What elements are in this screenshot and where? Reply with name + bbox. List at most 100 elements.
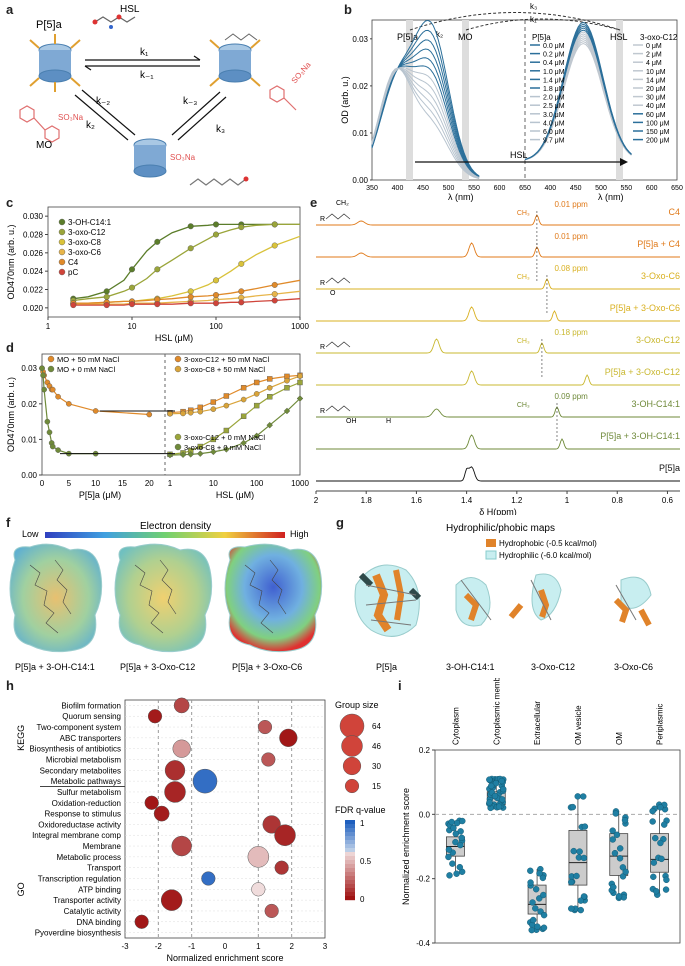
c-data-point xyxy=(212,300,219,307)
i-data-point xyxy=(568,905,575,912)
d-data-point xyxy=(210,436,217,443)
c-data-point xyxy=(238,224,245,231)
h-colorbar-segment xyxy=(345,824,355,829)
c-data-point xyxy=(271,242,278,249)
d-data-point xyxy=(240,439,247,447)
panel-label-f: f xyxy=(6,515,11,530)
i-data-point xyxy=(540,891,547,899)
d-ytick-label: 0.01 xyxy=(21,435,37,444)
d-data-point xyxy=(267,394,273,400)
c-xtick-label: 100 xyxy=(209,322,223,331)
b-ylabel: OD (arb. u.) xyxy=(340,76,350,124)
h-category-label: Transporter activity xyxy=(53,896,121,905)
b-legend-left-label: 1.8 μM xyxy=(543,86,565,93)
f-high: High xyxy=(290,529,309,539)
mo-right-so3na: SO₃Na xyxy=(290,60,313,85)
d-legend-label: 3-oxo-C12 + 50 mM NaCl xyxy=(184,355,270,364)
h-category-label: Transcription regulation xyxy=(38,875,121,884)
h-group-go: GO xyxy=(16,882,26,896)
i-data-point xyxy=(499,796,506,803)
c-legend-label: 3-oxo-C6 xyxy=(68,248,101,257)
h-size-legend-label: 30 xyxy=(372,762,381,771)
b-legend-left-title: P[5]a xyxy=(532,33,551,42)
b-legend-right-label: 10 μM xyxy=(646,69,666,76)
i-data-point xyxy=(536,870,543,877)
b-spectra-curves xyxy=(371,19,632,180)
i-data-point xyxy=(580,793,587,800)
i-data-point xyxy=(530,916,537,924)
h-xtick-label: 0 xyxy=(223,942,228,951)
mo-molecule xyxy=(19,105,60,143)
h-colorbar-segment xyxy=(345,888,355,893)
panel-label-d: d xyxy=(6,340,14,355)
b-marker-mo: MO xyxy=(458,32,473,42)
h-bubble xyxy=(251,882,266,897)
h-category-label: Biosynthesis of antibiotics xyxy=(29,745,121,754)
panel-label-a: a xyxy=(6,2,14,17)
c-data-point xyxy=(212,231,219,238)
i-data-point xyxy=(612,810,620,817)
d-xtick-right: 10 xyxy=(209,479,218,488)
i-data-point xyxy=(616,855,624,862)
b-legend-left-label: 6.0 μM xyxy=(543,129,565,136)
d-data-point xyxy=(41,386,47,393)
e-r-label: R xyxy=(320,216,325,223)
h-colorbar-tick: 1 xyxy=(360,819,365,828)
c-data-point xyxy=(271,297,278,304)
i-ytick-label: -0.2 xyxy=(416,875,430,884)
d-data-point xyxy=(210,399,217,405)
b-legend-left-label: 9.7 μM xyxy=(543,138,565,145)
e-ch2-label: CH₂ xyxy=(336,200,349,207)
c-data-point xyxy=(238,299,245,306)
c-legend-label: 3-OH-C14:1 xyxy=(68,218,112,227)
c-data-point xyxy=(212,277,219,284)
e-row-label: P[5]a + 3-Oxo-C12 xyxy=(605,367,680,377)
b-hsl-arrowhead xyxy=(620,158,628,166)
h-bubble xyxy=(257,719,273,735)
c-legend-marker xyxy=(58,258,66,266)
i-data-point xyxy=(534,923,541,930)
h-size-legend-label: 15 xyxy=(372,782,381,791)
i-data-point xyxy=(570,847,577,855)
d-legend-marker xyxy=(174,365,182,373)
panel-g-maps: Hydrophilic/phobic maps Hydrophobic (-0.… xyxy=(354,523,653,672)
e-xtick-label: 1.4 xyxy=(461,496,473,505)
h-category-label: Oxidation-reduction xyxy=(52,799,121,808)
d-data-point xyxy=(55,447,61,453)
f-caption-2: P[5]a + 3-Oxo-C12 xyxy=(120,662,195,672)
i-data-point xyxy=(652,834,659,842)
c-ylabel: OD470nm (arb. u.) xyxy=(6,224,16,299)
e-row-label: 3-Oxo-C12 xyxy=(636,335,680,345)
d-data-point xyxy=(55,393,61,400)
i-data-point xyxy=(540,911,548,919)
h-category-label: Integral membrane comp xyxy=(32,831,121,840)
h-xtick-label: -1 xyxy=(188,942,196,951)
i-data-point xyxy=(662,886,670,893)
d-xtick-left: 15 xyxy=(118,479,127,488)
i-data-point xyxy=(456,863,463,871)
b-legend-right-label: 100 μM xyxy=(646,120,670,127)
b-k3: k₃ xyxy=(530,2,537,11)
i-data-point xyxy=(658,855,665,863)
c-series-line xyxy=(73,223,300,300)
h-bubble xyxy=(247,846,270,868)
panel-label-c: c xyxy=(6,195,14,210)
e-spectrum-trace xyxy=(316,434,680,450)
b-spectrum-right-curve xyxy=(524,33,632,161)
h-category-label: Oxidoreductase activity xyxy=(38,820,121,829)
b-legend-right-label: 60 μM xyxy=(646,112,666,119)
b-legend-right-label: 150 μM xyxy=(646,129,670,136)
c-legend-marker xyxy=(58,238,66,246)
b-legend-right-label: 30 μM xyxy=(646,95,666,102)
e-r-label: R xyxy=(320,280,325,287)
e-row-label: 3-OH-C14:1 xyxy=(631,399,680,409)
mo-label: MO xyxy=(36,140,52,151)
i-category-label: OM vesicle xyxy=(574,705,583,745)
d-xtick-left: 20 xyxy=(145,479,154,488)
h-size-legend-label: 64 xyxy=(372,722,381,731)
f-stick-models xyxy=(29,559,287,634)
g-legend-hydrophilic: Hydrophilic (-6.0 kcal/mol) xyxy=(499,551,592,560)
b-k1: k₁ xyxy=(530,15,537,24)
h-colorbar-segment xyxy=(345,860,355,865)
i-data-point xyxy=(532,905,539,912)
